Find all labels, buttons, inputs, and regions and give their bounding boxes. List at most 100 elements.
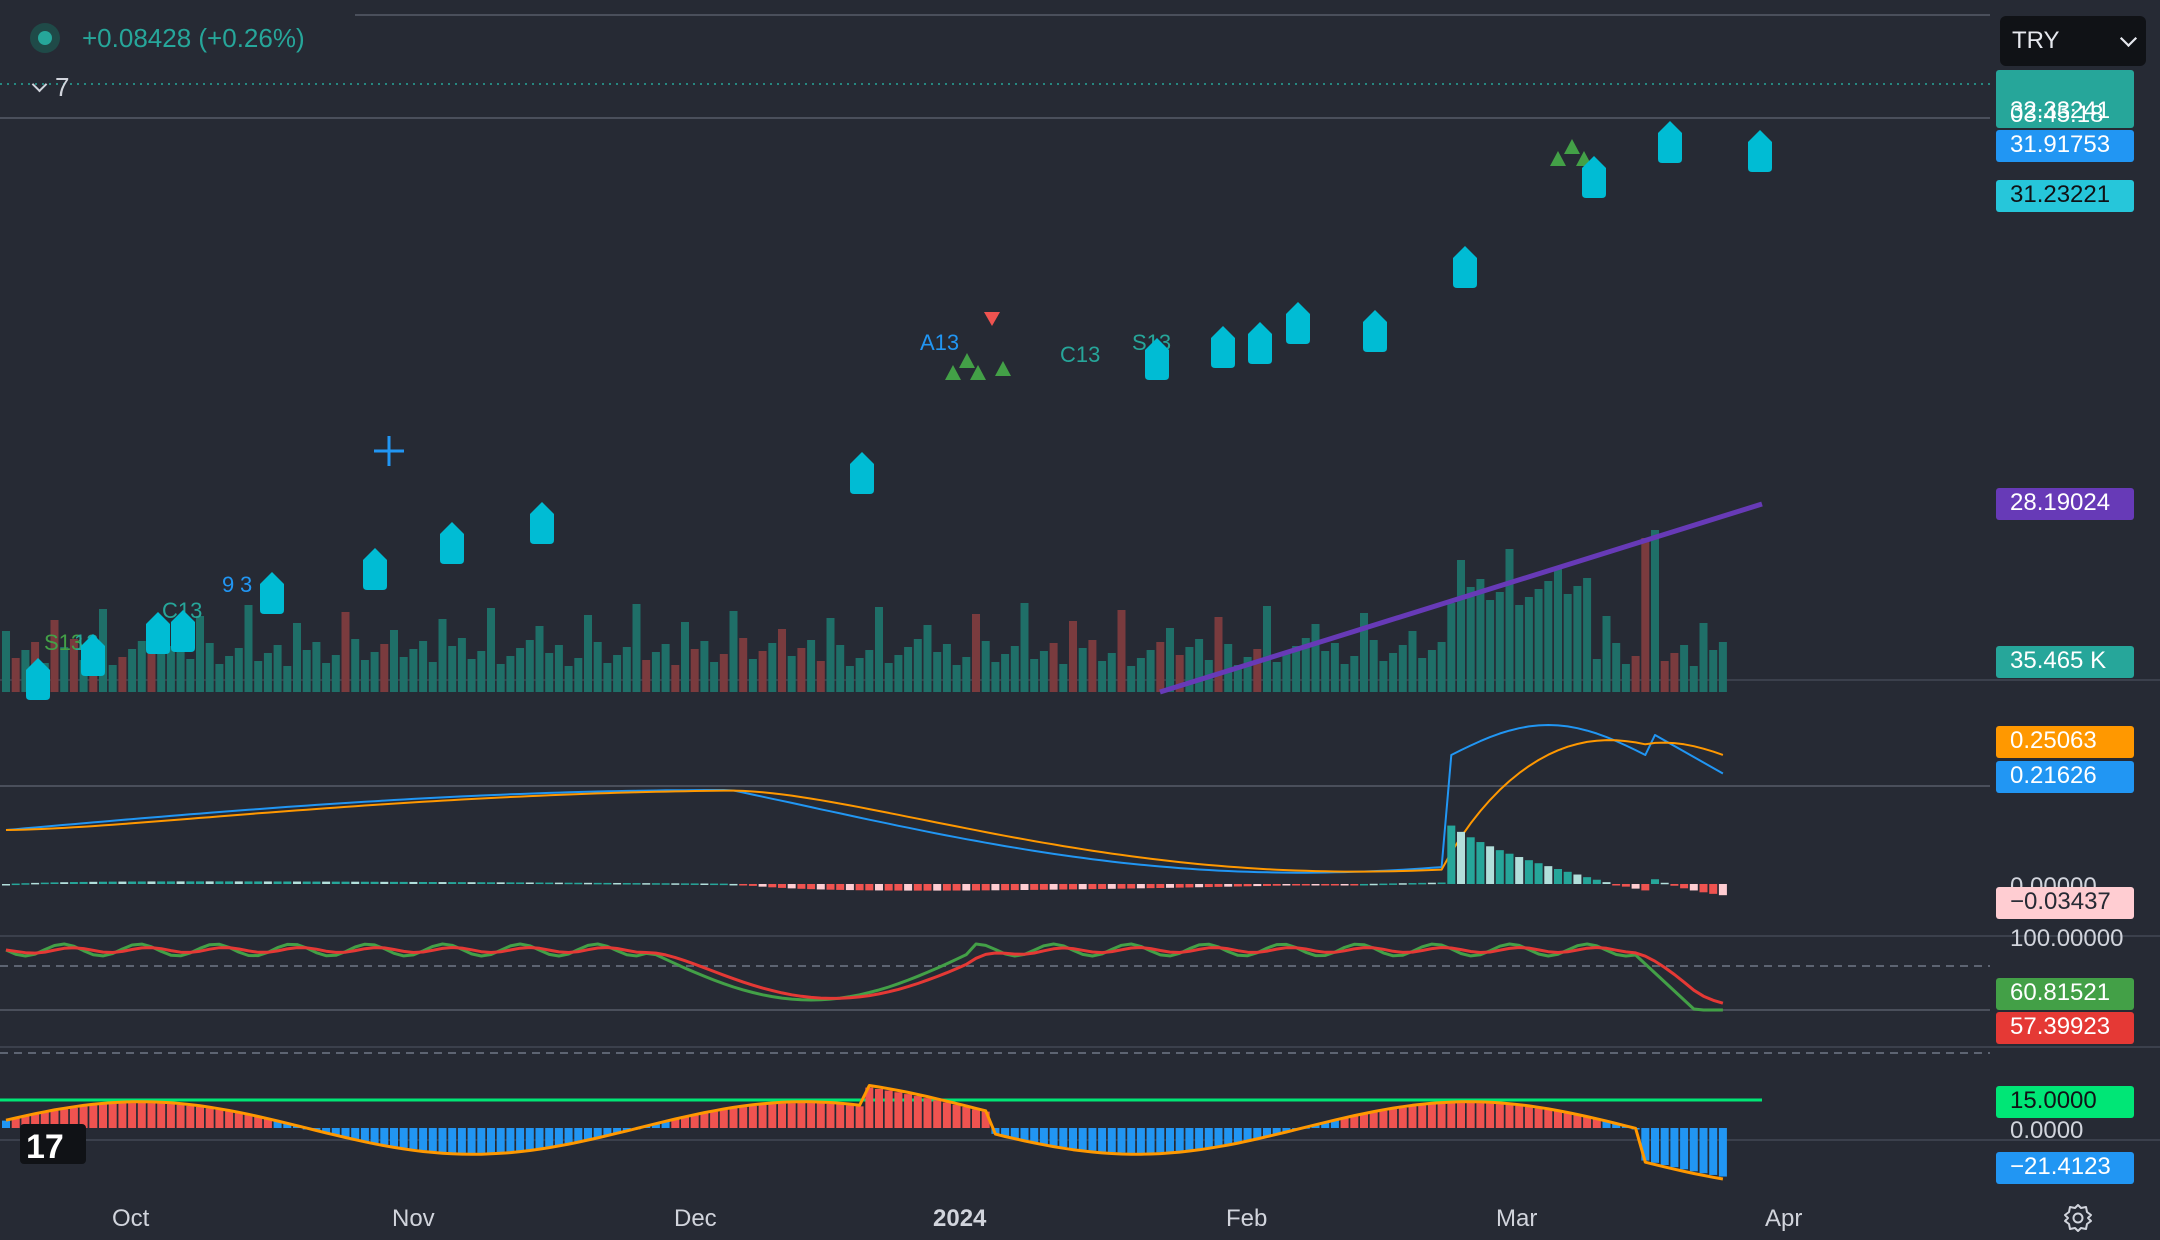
volume-bar xyxy=(273,645,282,692)
macd-histogram xyxy=(2,825,1727,896)
adx-hist-bar xyxy=(904,1094,913,1128)
adx-hist-bar xyxy=(1505,1104,1514,1128)
volume-bar xyxy=(2,631,10,692)
macd-hist-bar xyxy=(1069,884,1077,890)
volume-bar xyxy=(496,664,505,692)
gear-icon[interactable] xyxy=(2062,1202,2094,1234)
adx-hist-bar xyxy=(1360,1114,1368,1128)
volume-bar xyxy=(991,662,1000,692)
adx-hist-bar xyxy=(1389,1109,1398,1128)
adx-hist-bar xyxy=(1263,1128,1271,1137)
macd-hist-bar xyxy=(1117,884,1126,889)
adx-hist-bar xyxy=(894,1092,903,1128)
macd-signal-badge xyxy=(1996,726,2134,758)
adx-hist-bar xyxy=(205,1108,214,1128)
volume-bar xyxy=(176,638,185,692)
macd-hist-bar xyxy=(477,882,486,884)
volume-bar xyxy=(1233,665,1242,692)
adx-hist-bar xyxy=(496,1128,505,1153)
adx-hist-bar xyxy=(477,1128,486,1153)
triangle-up-icon xyxy=(1564,139,1580,154)
macd-hist-bar xyxy=(215,881,224,884)
adx-hist-bar xyxy=(1321,1122,1330,1128)
volume-bar xyxy=(69,639,78,692)
chevron-down-icon xyxy=(2119,29,2138,47)
adx-histogram xyxy=(2,1087,1727,1177)
adx-hist-bar xyxy=(584,1128,592,1140)
volume-bar xyxy=(525,640,534,692)
volume-bar xyxy=(516,648,525,692)
macd-hist-bar xyxy=(574,882,583,885)
adx-hist-bar xyxy=(428,1128,437,1152)
adx-hist-bar xyxy=(1563,1113,1572,1128)
macd-hist-bar xyxy=(312,881,321,884)
signal-label: S13 xyxy=(44,630,83,655)
volume-bar xyxy=(1515,605,1524,692)
macd-hist-bar xyxy=(1127,884,1136,889)
adx-hist-bar xyxy=(1175,1128,1184,1151)
macd-hist-bar xyxy=(1534,863,1543,884)
adx-hist-bar xyxy=(855,1106,864,1128)
macd-hist-bar xyxy=(487,882,495,884)
chevron-down-icon xyxy=(31,76,48,92)
circle-dot-icon[interactable] xyxy=(30,23,60,53)
volume-bar xyxy=(1350,656,1359,692)
volume-bar xyxy=(1020,603,1029,692)
macd-hist-bar xyxy=(1001,884,1010,891)
macd-hist-bar xyxy=(176,881,185,884)
macd-hist-bar xyxy=(147,881,156,884)
volume-bar xyxy=(1495,592,1504,692)
adx-hist-bar xyxy=(671,1119,680,1128)
volume-bar xyxy=(933,652,942,692)
symbol-header: +0.08428 (+0.26%) xyxy=(30,18,305,58)
volume-bar xyxy=(1243,657,1252,692)
indicator-collapse-button[interactable]: 7 xyxy=(24,70,90,104)
macd-hist-bar xyxy=(1107,884,1116,889)
adx-hist-bar xyxy=(613,1128,622,1133)
macd-hist-bar xyxy=(1020,884,1029,890)
macd-hist-bar xyxy=(1078,884,1087,890)
macd-hist-bar xyxy=(390,881,398,884)
arrow-up-marker-icon xyxy=(1286,302,1310,344)
macd-hist-bar xyxy=(263,881,272,884)
adx-hist-bar xyxy=(700,1113,709,1128)
adx-value-value: −21.4123 xyxy=(2010,1153,2111,1180)
volume-bar xyxy=(448,646,457,692)
adx-hist-bar xyxy=(118,1103,127,1128)
adx-hist-bar xyxy=(128,1103,137,1128)
volume-bars xyxy=(2,530,1727,692)
macd-hist-bar xyxy=(1166,884,1174,888)
adx-hist-bar xyxy=(21,1116,30,1128)
adx-hist-bar xyxy=(1583,1117,1592,1128)
adx-hist-bar xyxy=(1476,1103,1485,1128)
volume-bar xyxy=(787,656,796,692)
volume-bar xyxy=(428,662,437,692)
macd-hist-bar xyxy=(1447,825,1456,884)
crosshair-icon[interactable] xyxy=(374,436,404,466)
volume-bar xyxy=(1573,586,1582,692)
adx-hist-bar xyxy=(1544,1109,1553,1128)
arrow-up-marker-icon xyxy=(171,610,195,652)
macd-hist-bar xyxy=(1136,884,1145,889)
currency-selector[interactable]: TRY xyxy=(2000,16,2146,66)
adx-hist-bar xyxy=(31,1114,40,1128)
adx-hist-bar xyxy=(1709,1128,1718,1175)
time-axis-label: Dec xyxy=(674,1205,717,1232)
macd-hist-bar xyxy=(234,881,243,884)
volume-bar xyxy=(1505,549,1514,692)
trend-line-badge xyxy=(1996,488,2134,520)
volume-bar xyxy=(1166,628,1174,692)
volume-bar xyxy=(1689,666,1698,692)
adx-hist-bar xyxy=(1127,1128,1136,1153)
adx-hist-bar xyxy=(516,1128,525,1151)
volume-bar xyxy=(244,605,253,692)
volume-bar xyxy=(651,652,660,692)
volume-bar xyxy=(554,645,563,692)
macd-hist-bar xyxy=(196,881,204,884)
triangle-up-icon xyxy=(1550,151,1566,166)
macd-hist-bar xyxy=(1214,884,1223,887)
volume-value: 35.465 K xyxy=(2010,647,2106,674)
adx-hist-bar xyxy=(768,1104,777,1128)
stoch-k-value: 60.81521 xyxy=(2010,979,2110,1006)
